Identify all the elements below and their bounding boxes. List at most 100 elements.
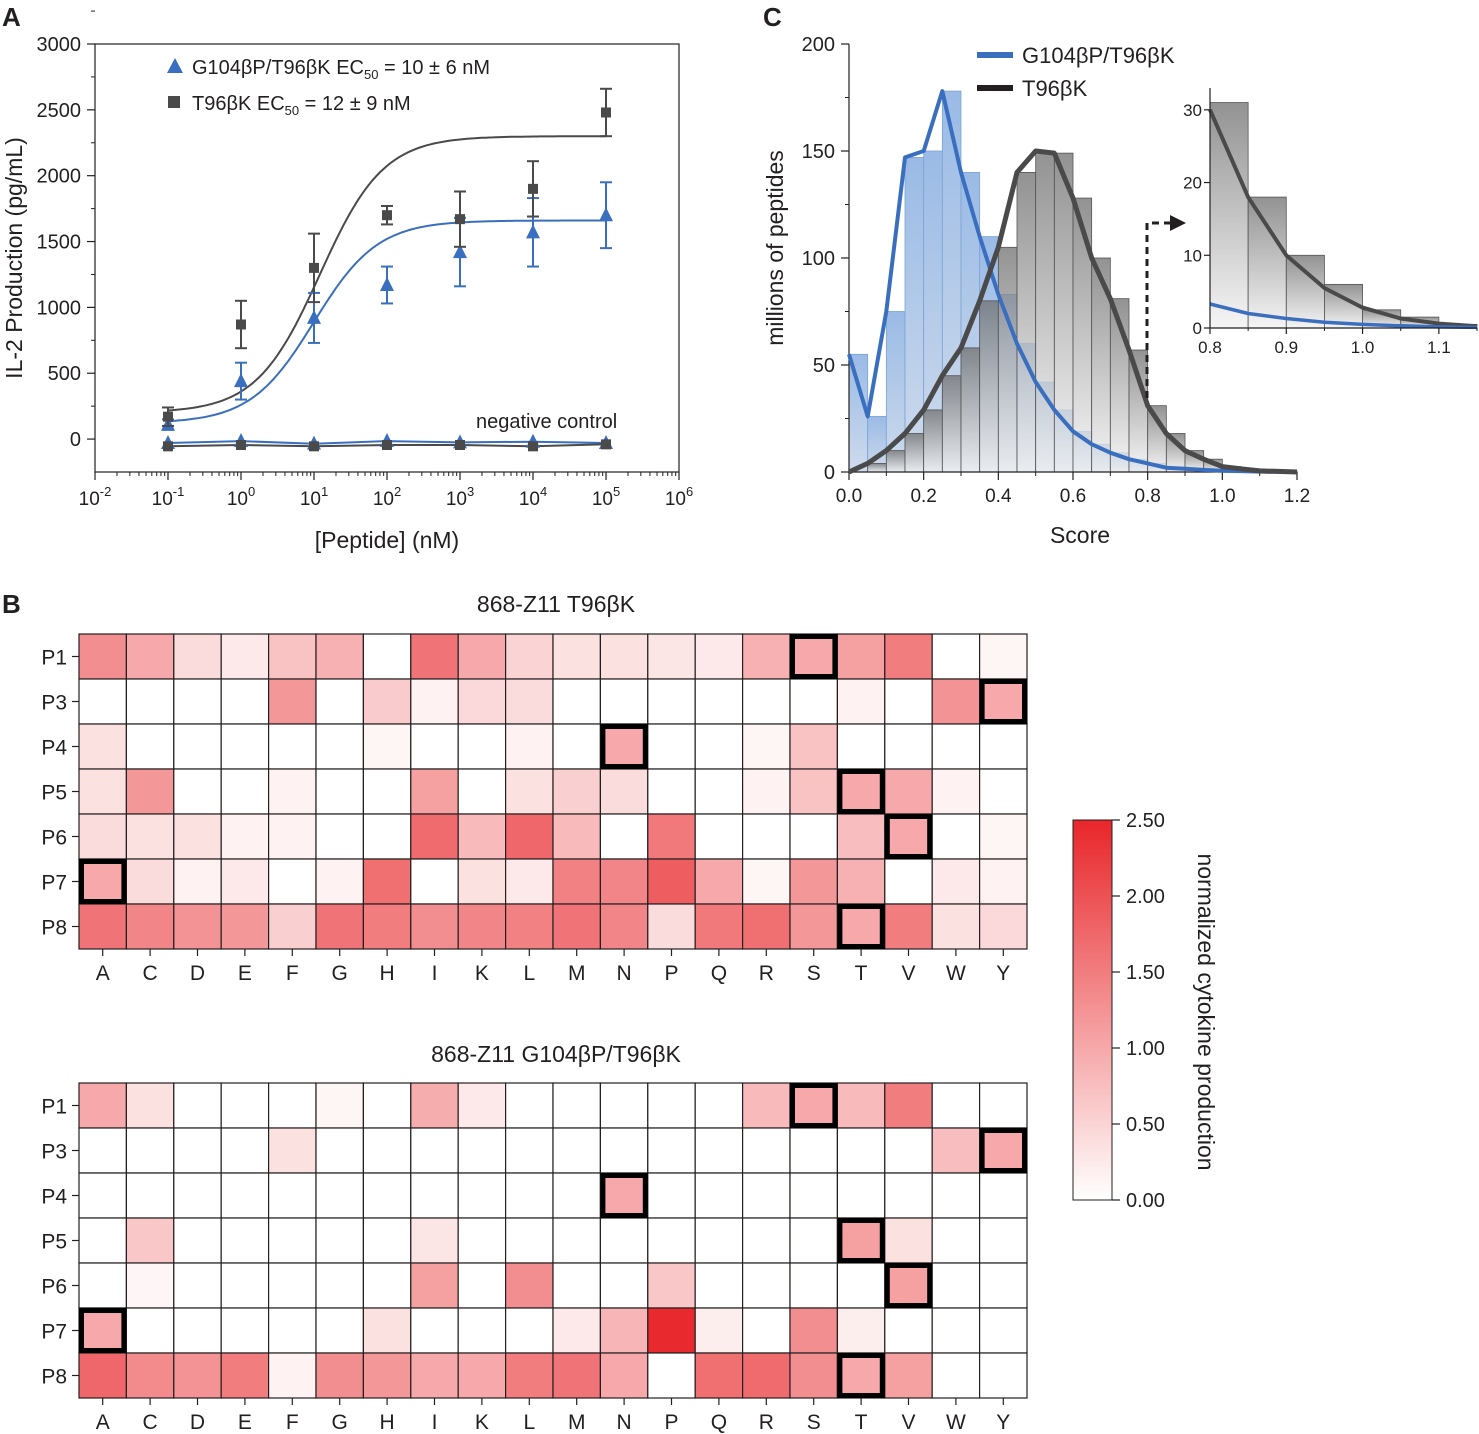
heatmap-cell <box>978 1082 1028 1129</box>
heatmap-cell <box>884 723 933 770</box>
legend-entry-1-text: G104βP/T96βK EC <box>192 57 364 79</box>
col-label: K <box>475 1411 489 1434</box>
wildtype-outline <box>790 634 838 679</box>
heatmap-cell <box>410 1217 459 1264</box>
heatmap-cell <box>315 903 365 950</box>
histogram-bar <box>997 246 1018 473</box>
x-tick-label: 10-2 <box>79 484 112 510</box>
heatmap-cell <box>315 1082 365 1129</box>
x-tick-exp: 0 <box>248 484 255 499</box>
heatmap-cell <box>268 858 317 905</box>
col-label: N <box>617 1411 632 1434</box>
heatmap-cell <box>789 903 839 950</box>
heatmap-cell <box>836 1262 886 1309</box>
x-tick-base: 10 <box>592 489 613 510</box>
heatmap-cell <box>931 813 981 860</box>
negative-control-annotation: negative control <box>476 411 617 433</box>
y-tick-label: 2500 <box>37 100 82 122</box>
heatmap-cell <box>505 1082 554 1129</box>
heatmap-cell <box>694 1217 744 1264</box>
heatmap-cell <box>125 1307 175 1354</box>
heatmap-cell <box>457 1307 507 1354</box>
col-label: D <box>190 962 205 985</box>
wildtype-outline <box>884 1263 933 1308</box>
heatmap-cell <box>268 903 317 950</box>
col-label: E <box>238 962 252 985</box>
heatmap-cell <box>457 858 507 905</box>
heatmap-cell <box>410 1352 459 1399</box>
y-tick-label: 200 <box>802 34 835 56</box>
x-tick-exp: 6 <box>686 484 693 499</box>
heatmap-cell <box>457 678 507 725</box>
data-point-square <box>236 319 246 330</box>
heatmap-cell <box>125 633 175 680</box>
colorbar-tick-label: 2.50 <box>1126 810 1165 832</box>
heatmap-cell <box>789 813 839 860</box>
heatmap-cell <box>220 1262 270 1309</box>
heatmap-cell <box>552 1217 602 1264</box>
heatmap-cell <box>836 1217 886 1264</box>
row-label: P1 <box>41 647 67 670</box>
heatmap-cell <box>836 1082 886 1129</box>
heatmap-cell <box>741 768 791 815</box>
heatmap-cell <box>268 633 317 680</box>
row-label: P3 <box>41 1141 67 1164</box>
heatmap-cell <box>410 723 459 770</box>
heatmap-cell <box>457 633 507 680</box>
heatmap-cell <box>173 1352 222 1399</box>
x-tick-base: 10 <box>227 489 248 510</box>
data-point-square <box>528 441 538 452</box>
wildtype-outline <box>79 1308 127 1353</box>
heatmap-cell <box>78 678 128 725</box>
histogram-bar <box>1053 152 1074 473</box>
heatmap-cell <box>362 1307 412 1354</box>
col-label: N <box>617 962 632 985</box>
heatmap-cell <box>457 1262 507 1309</box>
heatmap-cell <box>220 813 270 860</box>
heatmap-cell <box>220 768 270 815</box>
col-label: W <box>946 1411 966 1434</box>
x-tick-base: 10 <box>519 489 540 510</box>
heatmap-cell <box>173 768 222 815</box>
heatmap-cell <box>125 678 175 725</box>
heatmap-cell <box>220 1127 270 1174</box>
heatmap-cell <box>125 858 175 905</box>
heatmap-cell <box>315 1127 365 1174</box>
x-tick-exp: -1 <box>173 484 185 499</box>
heatmap-cell <box>599 1352 649 1399</box>
heatmap-cell <box>410 1172 459 1219</box>
heatmap-cell <box>552 1172 602 1219</box>
x-tick-base: 10 <box>373 489 394 510</box>
heatmap-cell <box>268 813 317 860</box>
col-label: T <box>855 1411 868 1434</box>
heatmap-cell <box>694 813 744 860</box>
heatmap-cell <box>884 633 933 680</box>
data-point-square <box>601 439 611 450</box>
x-tick-label: 0.0 <box>836 486 862 507</box>
col-label: G <box>332 1411 348 1434</box>
heatmap-cell <box>315 813 365 860</box>
heatmap-cell <box>410 678 459 725</box>
heatmap-cell <box>268 768 317 815</box>
heatmap-cell <box>789 633 839 680</box>
col-label: P <box>664 1411 678 1434</box>
row-label: P6 <box>41 827 67 850</box>
y-tick-label: 0 <box>70 429 81 451</box>
heatmap-cell <box>315 1172 365 1219</box>
heatmap-cell <box>884 813 933 860</box>
heatmap-cell <box>647 1307 696 1354</box>
col-label: W <box>946 962 966 985</box>
heatmap-cell <box>647 633 696 680</box>
row-label: P8 <box>41 1366 67 1389</box>
heatmap-cell <box>505 1352 554 1399</box>
histogram-bar <box>885 450 906 473</box>
heatmap-cell <box>836 813 886 860</box>
heatmap-cell <box>505 1262 554 1309</box>
x-tick-base: 10 <box>79 489 100 510</box>
heatmap-cell <box>552 678 602 725</box>
histogram-bar <box>1016 171 1037 473</box>
heatmap-cell <box>599 1307 649 1354</box>
data-point-square <box>236 440 246 451</box>
data-point-triangle <box>234 373 248 388</box>
